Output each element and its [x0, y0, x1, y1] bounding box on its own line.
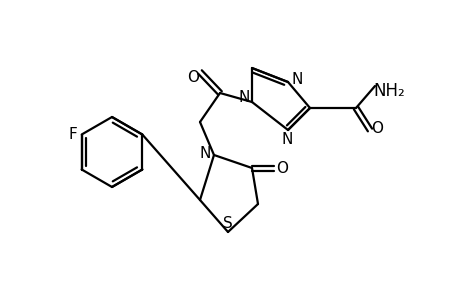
Text: O: O	[187, 70, 199, 85]
Text: N: N	[281, 131, 292, 146]
Text: NH₂: NH₂	[372, 82, 404, 100]
Text: O: O	[370, 121, 382, 136]
Text: O: O	[275, 160, 287, 175]
Text: S: S	[223, 215, 232, 230]
Text: N: N	[199, 146, 210, 160]
Text: N: N	[238, 89, 249, 104]
Text: N: N	[291, 71, 302, 86]
Text: F: F	[68, 127, 77, 142]
